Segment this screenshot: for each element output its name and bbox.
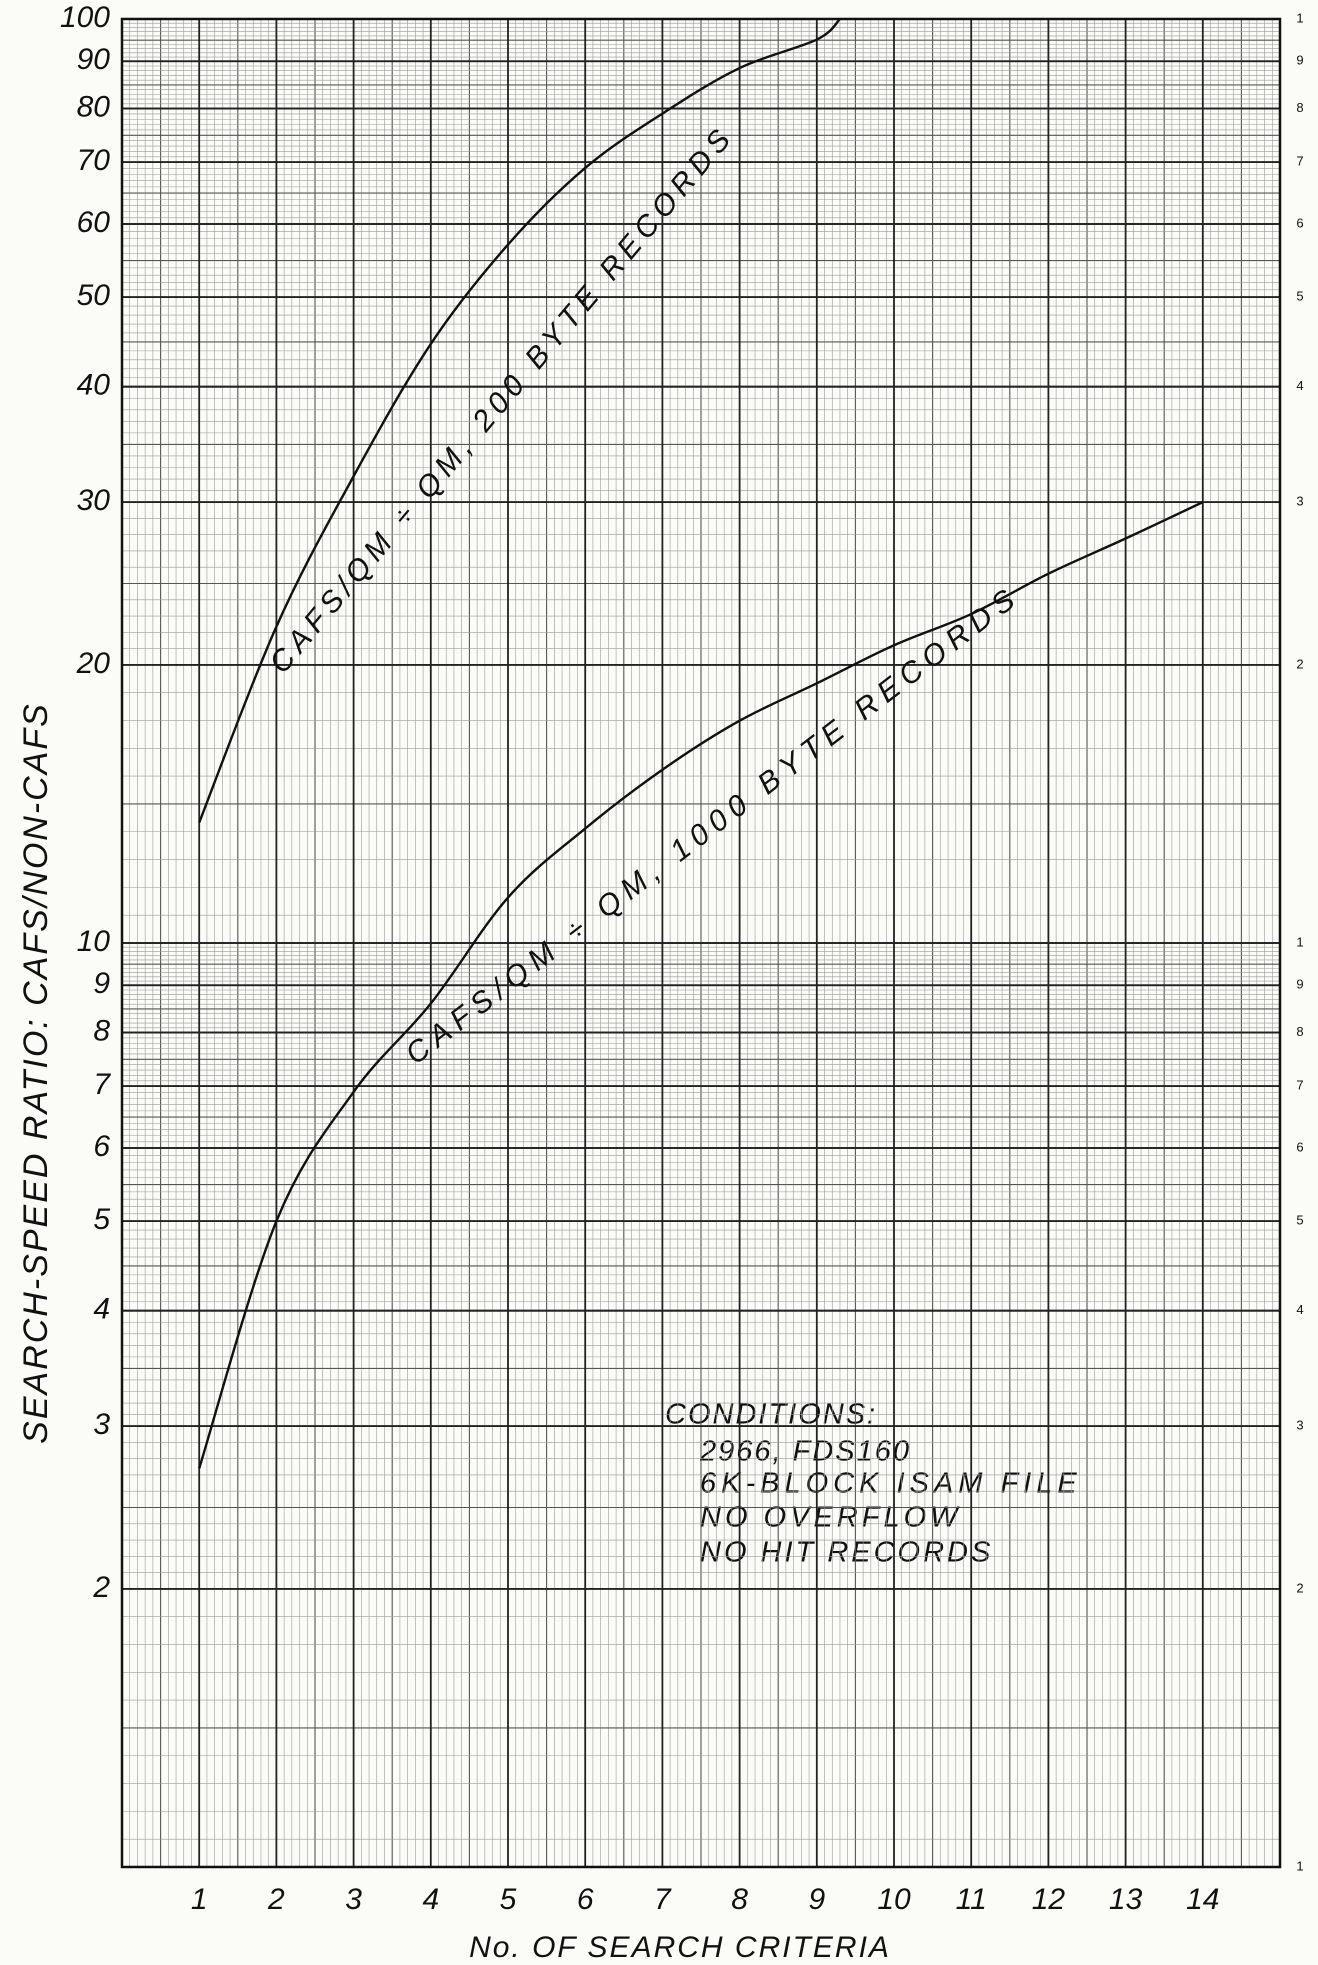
annotation: NO HIT RECORDS	[700, 1537, 993, 1569]
x-tick-label: 2	[267, 1883, 285, 1916]
y-axis-label: SEARCH-SPEED RATIO: CAFS/NON-CAFS	[17, 702, 55, 1444]
x-tick-label: 6	[577, 1883, 594, 1916]
y2-tick-label: 2	[1296, 1580, 1303, 1595]
y-tick-label: 60	[77, 206, 111, 239]
y2-tick-label: 4	[1296, 1302, 1303, 1317]
y-tick-label: 30	[77, 484, 111, 517]
x-tick-label: 12	[1032, 1883, 1066, 1916]
data-line	[198, 501, 1204, 1469]
y-tick-label: 7	[93, 1068, 111, 1101]
x-tick-label: 14	[1186, 1883, 1219, 1916]
y2-tick-label: 5	[1296, 289, 1303, 304]
x-tick-label: 10	[877, 1883, 911, 1916]
y-tick-label: 6	[93, 1130, 110, 1163]
y2-tick-label: 2	[1296, 656, 1303, 671]
x-tick-label: 4	[422, 1883, 439, 1916]
y-tick-label: 8	[93, 1014, 110, 1047]
y2-tick-label: 6	[1296, 215, 1303, 230]
y2-tick-label: 3	[1296, 494, 1303, 509]
x-tick-label: 3	[345, 1883, 362, 1916]
data-line	[198, 18, 841, 824]
y2-tick-label: 1	[1296, 1858, 1303, 1873]
series-label: CAFS/QM ÷ QM, 1000 BYTE RECORDS	[400, 582, 1023, 1071]
y-tick-label: 100	[60, 1, 110, 34]
y2-tick-label: 1	[1296, 934, 1303, 949]
y-tick-label: 20	[76, 647, 111, 680]
x-tick-label: 13	[1109, 1883, 1143, 1916]
annotation: 2966, FDS160	[699, 1436, 911, 1468]
y2-tick-label: 4	[1296, 378, 1303, 393]
series-label: CAFS/QM ÷ QM, 200 BYTE RECORDS	[263, 122, 738, 679]
y2-tick-label: 6	[1296, 1139, 1303, 1154]
y2-tick-label: 9	[1296, 977, 1303, 992]
x-tick-label: 7	[654, 1883, 672, 1916]
x-axis-label: No. OF SEARCH CRITERIA	[469, 1931, 891, 1964]
y-tick-label: 5	[93, 1203, 110, 1236]
x-tick-label: 9	[808, 1883, 825, 1916]
y2-tick-label: 5	[1296, 1213, 1303, 1228]
x-tick-label: 8	[731, 1883, 748, 1916]
plot-frame	[120, 17, 1282, 1869]
y-tick-label: 70	[77, 144, 111, 177]
y2-tick-label: 8	[1296, 100, 1303, 115]
x-tick-label: 5	[500, 1883, 517, 1916]
y-tick-label: 90	[77, 43, 111, 76]
y2-tick-label: 3	[1296, 1418, 1303, 1433]
y2-tick-label: 8	[1296, 1024, 1303, 1039]
y-tick-label: 10	[77, 925, 111, 958]
y-tick-label: 9	[93, 967, 110, 1000]
x-tick-label: 1	[191, 1883, 208, 1916]
y2-tick-label: 7	[1296, 154, 1303, 169]
x-tick-label: 11	[956, 1883, 987, 1916]
y-tick-label: 4	[93, 1293, 110, 1326]
grid	[122, 18, 1280, 1868]
y-tick-label: 3	[93, 1408, 110, 1441]
y-tick-label: 40	[77, 369, 111, 402]
y-tick-label: 50	[77, 279, 111, 312]
y2-tick-label: 9	[1296, 53, 1303, 68]
annotation: 6K-BLOCK ISAM FILE	[700, 1468, 1082, 1500]
y2-tick-label: 7	[1296, 1078, 1303, 1093]
y2-tick-label: 1	[1296, 10, 1303, 25]
y-tick-label: 2	[92, 1571, 110, 1604]
y-tick-label: 80	[77, 90, 111, 123]
